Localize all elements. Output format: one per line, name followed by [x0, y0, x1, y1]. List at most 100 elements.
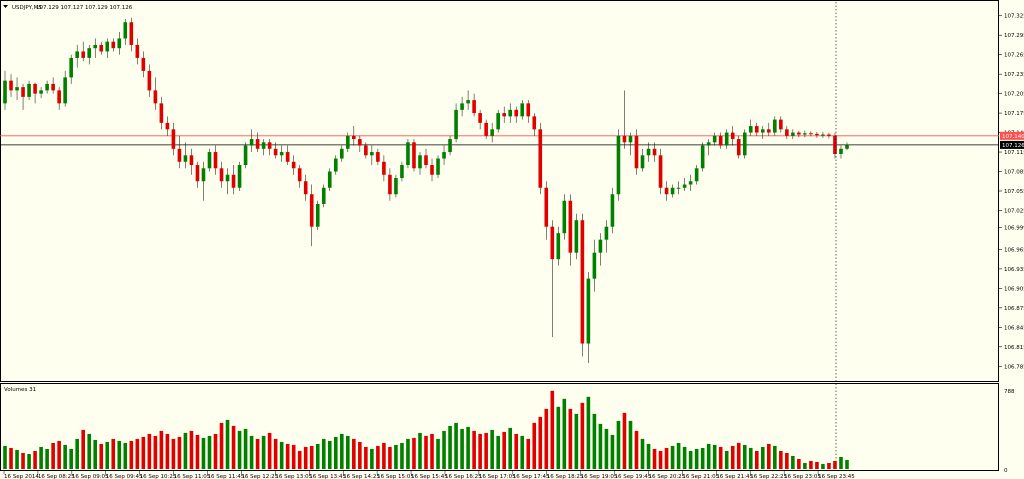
candle — [436, 155, 440, 179]
candle-body — [219, 168, 224, 182]
candle-body — [622, 135, 627, 143]
volume-bar — [628, 420, 633, 469]
time-tick-label: 16 Sep 19:05 — [581, 474, 618, 479]
volume-tick-label: 788 — [1004, 389, 1015, 395]
candle-body — [442, 152, 446, 159]
candle-body — [424, 155, 428, 166]
candle — [791, 129, 795, 140]
candle-body — [514, 109, 519, 117]
volume-bar — [358, 441, 362, 469]
price-tick-label: 107.175 — [1004, 111, 1024, 117]
candle — [117, 31, 122, 55]
candle-body — [261, 142, 266, 149]
candle-body — [478, 113, 482, 123]
volume-bar — [430, 433, 434, 469]
candle-body — [815, 133, 819, 136]
candle — [694, 165, 699, 185]
price-panel-frame — [0, 0, 999, 382]
time-tick-label: 16 Sep 20:25 — [648, 474, 685, 479]
candle — [556, 226, 561, 266]
volume-bar — [105, 441, 110, 469]
candle — [568, 194, 573, 266]
time-tick-label: 16 Sep 11:45 — [208, 474, 245, 479]
candle — [502, 106, 506, 123]
volume-bar — [309, 445, 314, 469]
price-tick-label: 106.999 — [1004, 225, 1024, 231]
candle-body — [15, 87, 19, 91]
volume-bar — [165, 433, 170, 469]
candle-body — [616, 135, 621, 195]
volume-bar — [418, 432, 422, 469]
candle — [352, 126, 356, 146]
volume-bar — [9, 447, 13, 469]
candle-body — [839, 148, 843, 154]
volume-bar — [670, 445, 675, 469]
time-tick-label: 16 Sep 16:25 — [445, 474, 482, 479]
volume-bar — [658, 450, 663, 469]
volume-bar — [694, 448, 699, 469]
candle — [153, 77, 158, 110]
volume-bar — [604, 428, 609, 469]
volume-bar — [502, 431, 506, 469]
candle-body — [646, 148, 651, 156]
price-levels — [0, 135, 999, 146]
candle-body — [472, 100, 476, 114]
volume-bar — [21, 452, 25, 469]
candle-body — [544, 187, 549, 227]
candle-body — [382, 161, 386, 175]
candle — [255, 132, 260, 153]
candle — [700, 142, 705, 172]
candle — [448, 135, 452, 156]
chart-menu-arrow-icon[interactable] — [3, 5, 8, 8]
volume-bar — [346, 435, 350, 469]
candle-body — [291, 161, 296, 169]
candle — [730, 126, 735, 146]
candle — [610, 187, 615, 234]
volume-bar — [640, 438, 645, 469]
price-tick-label: 107.235 — [1004, 72, 1024, 78]
candle-body — [797, 132, 801, 135]
volume-bar — [237, 430, 242, 469]
time-tick-label: 16 Sep 2014 — [4, 474, 39, 479]
candle-body — [502, 113, 506, 117]
volume-bar — [700, 447, 705, 469]
candle — [598, 233, 603, 266]
volume-bar — [147, 433, 152, 469]
volume-tick-label: 0 — [1004, 468, 1008, 474]
candle — [520, 100, 525, 120]
candle — [376, 148, 380, 166]
candle — [87, 44, 92, 65]
volume-bar — [803, 462, 807, 469]
volume-bar — [580, 402, 585, 469]
candle — [111, 38, 116, 52]
volume-bar — [195, 434, 200, 469]
volume-bar — [550, 390, 555, 469]
volume-bar — [63, 444, 67, 469]
candle-body — [159, 103, 164, 123]
chart-symbol: USDJPY,M5 — [12, 5, 42, 11]
volume-bar — [520, 435, 525, 469]
volume-bar — [352, 438, 356, 469]
candle-body — [21, 87, 25, 97]
volume-bar — [454, 422, 458, 469]
candle — [147, 64, 152, 97]
candle-body — [267, 142, 272, 149]
candle-body — [430, 165, 434, 175]
volume-bar — [412, 437, 416, 469]
volume-bar — [327, 440, 332, 469]
volume-bar — [610, 434, 615, 469]
candle-body — [141, 57, 146, 71]
volume-bar — [508, 427, 513, 469]
time-tick-label: 16 Sep 17:05 — [479, 474, 516, 479]
candle-body — [833, 135, 837, 154]
volume-bar — [123, 442, 128, 469]
volume-bar — [339, 433, 344, 469]
volume-bar — [364, 446, 368, 469]
candle-body — [279, 152, 284, 156]
volume-bar — [472, 430, 476, 469]
candle-body — [791, 132, 795, 136]
candle-body — [45, 83, 49, 91]
volume-bar — [370, 448, 374, 469]
volume-bar — [321, 438, 326, 469]
volume-bar — [388, 446, 392, 469]
